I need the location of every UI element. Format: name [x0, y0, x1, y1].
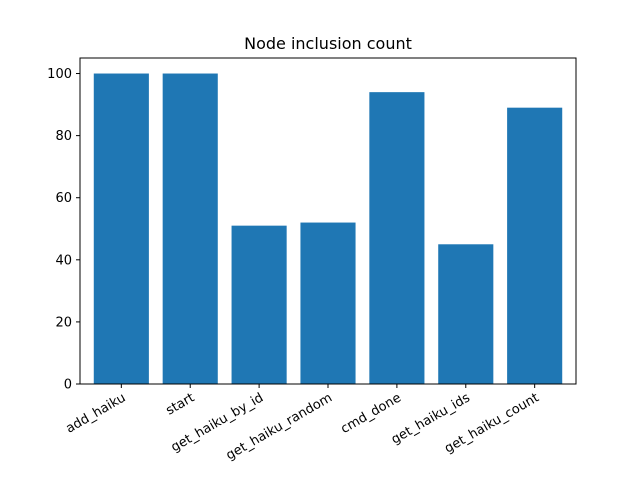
y-tick-label: 0: [64, 378, 72, 393]
bar-start: [162, 73, 218, 385]
chart-title: Node inclusion count: [244, 34, 412, 53]
y-tick-label: 100: [47, 67, 72, 82]
bars-layer: [93, 73, 563, 385]
bar-cmd-done: [369, 92, 425, 385]
x-tick-label: add_haiku: [64, 390, 129, 436]
bar-get-haiku-random: [300, 222, 356, 384]
y-tick-label: 20: [55, 315, 72, 330]
y-tick-label: 40: [55, 253, 72, 268]
y-tick-label: 80: [55, 129, 72, 144]
bar-add-haiku: [93, 73, 149, 385]
x-tick-label: cmd_done: [338, 390, 404, 436]
bar-get-haiku-count: [507, 107, 563, 384]
x-tick-label: start: [163, 390, 197, 418]
bar-get-haiku-by-id: [231, 225, 287, 384]
bar-get-haiku-ids: [438, 244, 494, 384]
y-tick-label: 60: [55, 191, 72, 206]
